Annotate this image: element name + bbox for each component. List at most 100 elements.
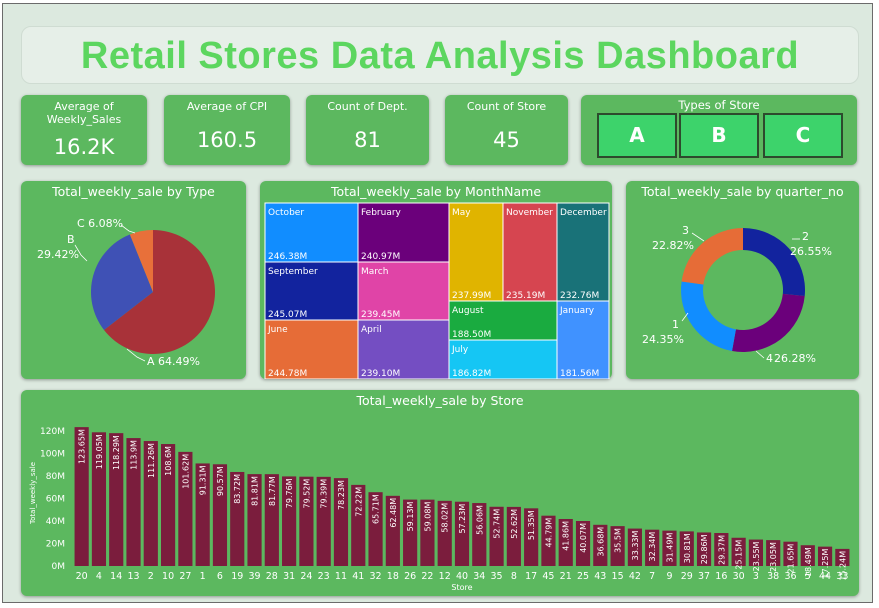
kpi-label: Count of Dept.: [327, 100, 408, 113]
x-tick-label: 5: [805, 571, 811, 582]
treemap-label-june: June: [267, 325, 288, 335]
donut-leader-line: [681, 312, 689, 322]
kpi-label: Count of Store: [466, 100, 547, 113]
treemap-label-april: April: [361, 325, 382, 335]
x-tick-label: 24: [300, 571, 312, 582]
store-type-slicer: Types of Store A B C: [581, 95, 857, 165]
treemap-cell-november: [502, 202, 558, 302]
x-tick-label: 33: [836, 571, 848, 582]
bar-value-label: 25.15M: [735, 540, 744, 570]
kpi-card-avg-weekly-sales: Average of Weekly_Sales 16.2K: [21, 95, 147, 165]
bar-value-label: 31.49M: [665, 533, 674, 563]
x-tick-label: 36: [784, 571, 796, 582]
x-tick-label: 16: [715, 571, 727, 582]
x-tick-label: 7: [649, 571, 655, 582]
y-tick-label: 0M: [52, 562, 66, 572]
bar-store-45: [541, 515, 556, 566]
treemap-label-september: September: [268, 267, 318, 277]
store-type-c-button[interactable]: C: [763, 113, 843, 158]
x-tick-label: 45: [542, 571, 554, 582]
x-tick-label: 6: [217, 571, 223, 582]
bar-value-label: 78.23M: [337, 480, 346, 510]
bar-value-label: 18.49M: [804, 547, 813, 577]
x-tick-label: 29: [681, 571, 693, 582]
donut-value-q1: 24.35%: [642, 333, 684, 346]
x-tick-label: 37: [698, 571, 710, 582]
bar-store-40: [454, 501, 470, 566]
treemap-cell-september: [264, 261, 359, 321]
type-pie-chart: A 64.49% B 29.42% C 6.08%: [37, 217, 215, 368]
bar-store-1: [195, 463, 210, 566]
bar-store-33: [835, 548, 850, 566]
y-tick-label: 80M: [46, 472, 65, 482]
pie-leader-line: [126, 348, 146, 362]
store-type-b-button[interactable]: B: [679, 113, 759, 158]
bar-value-label: 79.52M: [302, 479, 311, 509]
bar-store-27: [178, 451, 193, 566]
bar-store-15: [610, 526, 625, 566]
bar-store-6: [212, 464, 228, 566]
x-tick-label: 10: [162, 571, 174, 582]
bar-value-label: 32.34M: [648, 532, 657, 562]
kpi-value: 16.2K: [53, 135, 115, 159]
bar-value-label: 72.22M: [354, 487, 363, 517]
bar-store-37: [696, 532, 712, 566]
x-tick-label: 38: [767, 571, 779, 582]
treemap-value-april: 239.10M: [361, 369, 400, 379]
donut-label-q1: 1: [672, 318, 679, 331]
x-tick-label: 20: [76, 571, 88, 582]
bar-store-17: [524, 508, 539, 566]
bar-store-3: [748, 539, 763, 566]
bar-store-36: [783, 541, 798, 566]
month-treemap-chart: October 246.38M February 240.97M May 237.99M N…: [264, 202, 610, 379]
bar-store-38: [766, 540, 781, 566]
y-tick-label: 40M: [46, 517, 65, 527]
bar-store-5: [800, 545, 815, 566]
bar-store-35: [489, 506, 504, 566]
x-tick-label: 22: [421, 571, 433, 582]
x-axis-title: Store: [451, 583, 472, 592]
x-tick-label: 40: [456, 571, 468, 582]
bar-value-label: 59.08M: [423, 502, 432, 532]
x-tick-label: 19: [231, 571, 243, 582]
bar-store-9: [662, 530, 677, 566]
bar-store-18: [385, 495, 400, 566]
bar-value-label: 40.07M: [579, 523, 588, 553]
treemap-value-october: 246.38M: [268, 252, 307, 262]
kpi-value: 81: [354, 128, 381, 152]
x-tick-label: 11: [335, 571, 347, 582]
bar-value-label: 83.72M: [233, 474, 242, 504]
title-banner: Retail Stores Data Analysis Dashboard: [21, 26, 859, 84]
donut-value-q4: 26.28%: [774, 352, 816, 365]
x-tick-label: 18: [387, 571, 399, 582]
pie-value-b: 29.42%: [37, 248, 79, 261]
bar-value-label: 90.57M: [216, 466, 225, 496]
store-type-a-button[interactable]: A: [597, 113, 677, 158]
y-tick-label: 20M: [46, 540, 65, 550]
bar-value-label: 17.25M: [821, 549, 830, 579]
bar-value-label: 91.31M: [199, 465, 208, 495]
y-tick-label: 100M: [40, 450, 65, 460]
bar-value-label: 79.39M: [320, 479, 329, 509]
treemap-value-august: 188.50M: [452, 330, 491, 340]
donut-value-q2: 26.55%: [790, 245, 832, 258]
x-tick-label: 35: [491, 571, 503, 582]
treemap-label-december: December: [560, 208, 607, 218]
donut-label-q2: 2: [802, 230, 809, 243]
x-tick-label: 43: [594, 571, 606, 582]
kpi-card-count-store: Count of Store 45: [445, 95, 568, 165]
kpi-label: Average of CPI: [186, 100, 268, 113]
bar-store-19: [230, 471, 245, 566]
x-tick-label: 14: [110, 571, 122, 582]
store-bar-chart: 0M 20M 40M 60M 80M 100M 120M Total_weekly_sale S…: [29, 427, 850, 592]
x-tick-label: 21: [560, 571, 572, 582]
pie-slice-c: [129, 230, 153, 292]
x-tick-label: 12: [439, 571, 451, 582]
chart-title: Total_weekly_sale by Store: [356, 393, 524, 408]
donut-label-q4: 4: [766, 352, 773, 365]
bar-value-label: 52.62M: [510, 509, 519, 539]
x-tick-label: 25: [577, 571, 589, 582]
bar-store-34: [472, 503, 487, 566]
treemap-cell-december: [556, 202, 610, 302]
pie-label-a: A 64.49%: [147, 355, 200, 368]
